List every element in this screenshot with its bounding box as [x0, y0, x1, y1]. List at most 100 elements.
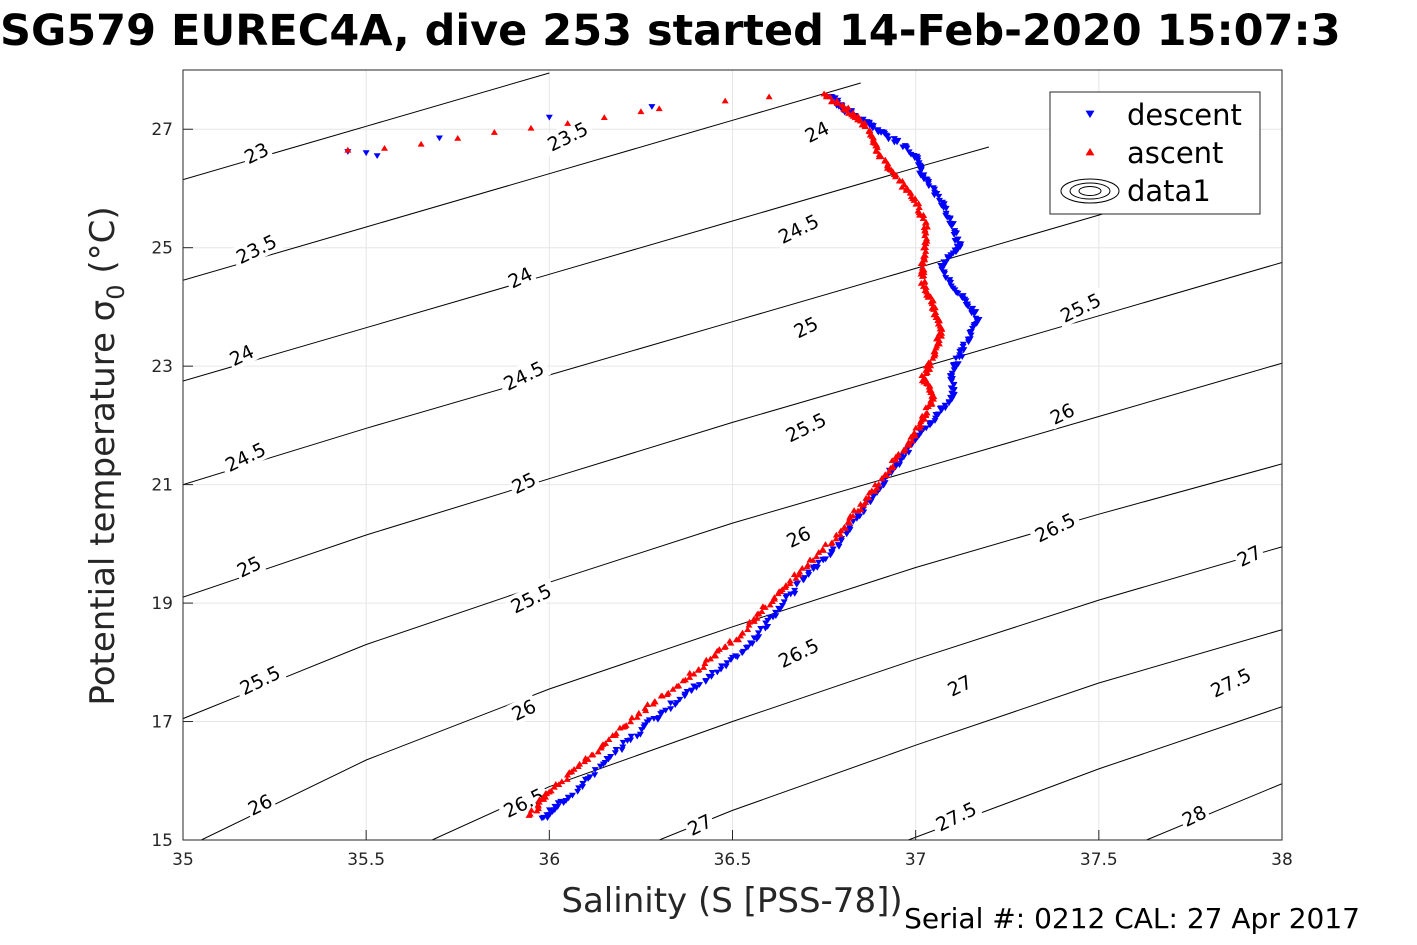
ascent-point	[584, 756, 592, 762]
ascent-point	[822, 93, 830, 100]
contour-label-text: 25.5	[508, 580, 556, 618]
contour-label-bg	[496, 354, 551, 397]
contour-label-bg	[1044, 397, 1080, 430]
contour-label: 24.5	[771, 207, 826, 250]
contour-label-bg	[1027, 506, 1083, 549]
contour-label: 27	[942, 669, 978, 702]
x-tick-label: 35	[172, 850, 194, 870]
ascent-point	[635, 710, 643, 717]
ascent-point	[570, 765, 578, 772]
contour-label-bg	[506, 693, 542, 726]
descent-point	[972, 315, 980, 322]
contour-label: 27	[1231, 539, 1267, 572]
descent-point	[834, 542, 842, 548]
descent-point	[579, 780, 587, 787]
ascent-point	[600, 114, 608, 121]
ascent-point	[761, 604, 769, 610]
ascent-point	[832, 535, 840, 542]
legend-ascent-marker-icon	[1085, 147, 1095, 156]
contour-label-bg	[229, 228, 284, 270]
ascent-point	[921, 252, 929, 258]
descent-point	[702, 677, 710, 684]
x-axis-ticks: 35 35.5 36 36.5 37 37.5 38	[172, 830, 1293, 870]
ascent-point	[641, 705, 649, 711]
x-tick-label: 36.5	[714, 850, 752, 870]
ascent-point	[686, 674, 694, 680]
descent-point	[787, 591, 795, 598]
ascent-point	[842, 525, 850, 531]
descent-point	[708, 670, 716, 676]
descent-point	[881, 480, 889, 486]
contour-label-bg	[502, 261, 538, 294]
contour-label: 24	[502, 261, 538, 294]
contour-label: 27.5	[928, 795, 984, 838]
ascent-point	[602, 740, 610, 746]
contour-label-text: 27.5	[933, 798, 981, 836]
descent-point	[543, 815, 551, 821]
ascent-point	[753, 614, 761, 621]
ascent-point	[706, 655, 714, 662]
descent-point	[791, 587, 799, 594]
descent-point	[575, 785, 583, 792]
descent-point	[554, 804, 562, 810]
descent-point	[545, 807, 553, 814]
descent-point	[545, 114, 553, 121]
ascent-point	[926, 366, 934, 372]
legend-data1-label: data1	[1127, 174, 1211, 208]
ascent-point	[869, 136, 877, 143]
ascent-point	[655, 105, 663, 112]
ascent-point	[901, 445, 909, 452]
ascent-point	[637, 108, 645, 115]
ascent-point	[910, 430, 918, 436]
descent-point	[941, 405, 949, 412]
contour-label: 24	[799, 115, 835, 148]
descent-point	[619, 744, 627, 751]
contour-label-text: 28	[1179, 801, 1210, 831]
ascent-point	[715, 646, 723, 652]
descent-point	[772, 613, 780, 620]
ascent-point	[828, 97, 836, 104]
ascent-point	[628, 714, 636, 721]
descent-point	[917, 430, 925, 436]
contour-label-text: 25.5	[237, 662, 285, 700]
ascent-point	[796, 568, 804, 575]
descent-point	[636, 731, 644, 738]
ascent-point	[914, 207, 922, 214]
ascent-point	[917, 260, 925, 266]
descent-point	[922, 425, 930, 432]
contour-label: 25	[231, 550, 267, 583]
descent-point	[846, 525, 854, 531]
ascent-point	[873, 484, 881, 491]
contour-label-bg	[928, 795, 984, 838]
descent-point	[959, 341, 967, 348]
ascent-point	[881, 471, 889, 478]
legend-ascent-label: ascent	[1127, 136, 1223, 170]
descent-point	[564, 794, 572, 801]
contour-label-text: 27	[1234, 541, 1265, 571]
ascent-point	[812, 553, 820, 559]
ascent-point	[938, 330, 946, 336]
descent-point	[829, 546, 837, 553]
contour-line-26	[201, 463, 1282, 840]
x-tick-label: 37	[905, 850, 927, 870]
ascent-point	[675, 682, 683, 689]
descent-point	[822, 556, 830, 563]
ascent-point	[786, 577, 794, 584]
ascent-point	[721, 97, 729, 104]
descent-point	[941, 402, 949, 409]
contour-label-bg	[942, 669, 978, 702]
data-markers	[344, 90, 983, 822]
ascent-point	[778, 586, 786, 593]
descent-point	[958, 294, 966, 301]
descent-point	[866, 122, 874, 129]
descent-point	[607, 754, 615, 760]
descent-point	[723, 660, 731, 667]
descent-point	[373, 153, 381, 160]
contour-label-bg	[231, 550, 267, 583]
contour-label: 23.5	[229, 228, 284, 270]
ascent-point	[782, 582, 790, 589]
ascent-point	[758, 608, 766, 614]
ascent-point	[889, 463, 897, 469]
descent-point	[772, 609, 780, 616]
